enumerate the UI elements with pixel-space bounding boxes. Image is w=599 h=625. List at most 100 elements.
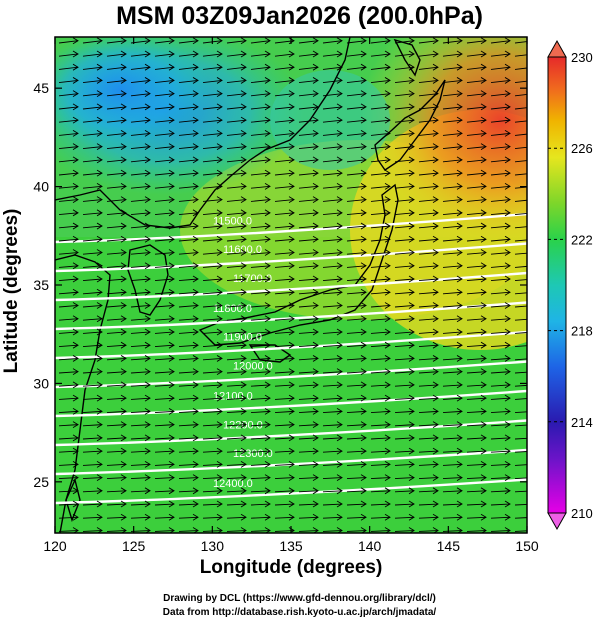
wind-arrow <box>130 238 151 242</box>
wind-arrowhead <box>408 156 415 164</box>
wind-arrowhead <box>432 315 439 323</box>
wind-arrow <box>178 331 199 334</box>
wind-arrowhead <box>529 276 534 282</box>
wind-arrow <box>466 106 487 110</box>
credit-data-source: Data from http://database.rish.kyoto-u.a… <box>162 607 437 618</box>
wind-arrowhead <box>456 407 463 415</box>
wind-arrowhead <box>312 235 319 243</box>
wind-arrowhead <box>504 460 511 468</box>
wind-arrow <box>274 344 295 348</box>
wind-arrow <box>202 450 223 453</box>
wind-arrowhead <box>96 169 103 177</box>
wind-arrow <box>178 450 199 453</box>
wind-arrow <box>370 146 391 150</box>
wind-arrow <box>154 503 175 506</box>
wind-arrow <box>178 238 199 242</box>
wind-arrowhead <box>456 77 463 84</box>
wind-arrow <box>58 331 79 334</box>
wind-arrowhead <box>120 355 127 362</box>
wind-arrowhead <box>288 288 295 296</box>
wind-arrow <box>82 212 103 216</box>
wind-arrow <box>226 530 247 532</box>
wind-arrowhead <box>96 209 103 217</box>
wind-arrowhead <box>360 222 367 230</box>
wind-arrowhead <box>72 487 79 495</box>
wind-arrowhead <box>360 460 367 468</box>
wind-arrow <box>58 53 79 57</box>
wind-arrow <box>154 371 175 374</box>
wind-arrow <box>274 424 295 427</box>
coastlines <box>55 37 446 533</box>
y-tick-label: 40 <box>33 179 49 195</box>
wind-arrowhead <box>192 275 199 283</box>
wind-arrow <box>178 530 199 532</box>
wind-arrowhead <box>288 474 295 481</box>
wind-arrow <box>298 265 319 268</box>
x-axis-label: Longitude (degrees) <box>199 557 383 578</box>
wind-arrow <box>298 93 319 97</box>
colorbar-tick-label: 222 <box>571 232 593 247</box>
wind-arrowhead <box>240 460 247 468</box>
wind-arrowhead <box>72 249 79 256</box>
wind-arrow <box>202 252 223 255</box>
wind-arrow <box>394 410 415 414</box>
wind-arrow <box>274 53 295 57</box>
wind-arrowhead <box>529 64 534 70</box>
wind-arrowhead <box>216 130 223 137</box>
wind-arrowhead <box>288 235 295 243</box>
wind-arrowhead <box>168 143 175 151</box>
wind-arrowhead <box>120 407 127 415</box>
wind-arrowhead <box>384 302 391 309</box>
wind-arrowhead <box>456 50 463 58</box>
wind-arrowhead <box>529 91 534 97</box>
wind-arrow <box>394 199 415 202</box>
height-contour-label: 11700.0 <box>233 273 272 285</box>
wind-arrowhead <box>72 156 79 164</box>
wind-arrow <box>298 79 319 84</box>
wind-arrow <box>58 159 79 163</box>
wind-arrow <box>298 252 319 255</box>
wind-arrowhead <box>72 116 79 124</box>
wind-arrowhead <box>192 116 199 124</box>
wind-arrowhead <box>384 262 391 270</box>
wind-arrow <box>418 212 439 216</box>
wind-arrow <box>514 94 527 97</box>
wind-arrowhead <box>432 143 439 151</box>
wind-arrowhead <box>480 222 487 230</box>
wind-arrowhead <box>360 434 367 442</box>
wind-arrow <box>442 146 463 150</box>
wind-arrow <box>82 490 103 493</box>
wind-arrowhead <box>72 421 79 429</box>
wind-arrow <box>370 106 391 110</box>
y-tick-label: 30 <box>33 375 49 391</box>
wind-arrowhead <box>504 209 511 217</box>
wind-arrowhead <box>312 328 319 336</box>
wind-arrowhead <box>408 262 415 270</box>
wind-arrowhead <box>504 116 511 124</box>
wind-arrowhead <box>192 63 199 71</box>
wind-arrow <box>322 40 343 44</box>
wind-arrow <box>394 119 415 123</box>
wind-arrow <box>250 450 271 453</box>
wind-arrow <box>346 490 367 493</box>
wind-arrowhead <box>480 37 487 45</box>
wind-arrow <box>490 490 511 493</box>
wind-arrowhead <box>168 288 175 296</box>
wind-arrowhead <box>192 143 199 151</box>
wind-arrowhead <box>288 341 295 349</box>
wind-arrow <box>514 358 527 361</box>
wind-arrowhead <box>456 447 463 455</box>
wind-arrow <box>130 437 151 440</box>
wind-arrow <box>250 238 271 242</box>
wind-arrowhead <box>336 90 343 98</box>
wind-arrow <box>298 66 319 70</box>
x-tick-label: 145 <box>437 538 461 554</box>
wind-arrowhead <box>529 514 534 520</box>
wind-arrowhead <box>144 182 151 190</box>
wind-arrowhead <box>360 249 367 256</box>
wind-arrowhead <box>168 262 175 270</box>
wind-arrowhead <box>336 103 343 111</box>
wind-arrow <box>322 93 343 97</box>
wind-arrow <box>466 318 487 321</box>
wind-arrow <box>298 397 319 400</box>
